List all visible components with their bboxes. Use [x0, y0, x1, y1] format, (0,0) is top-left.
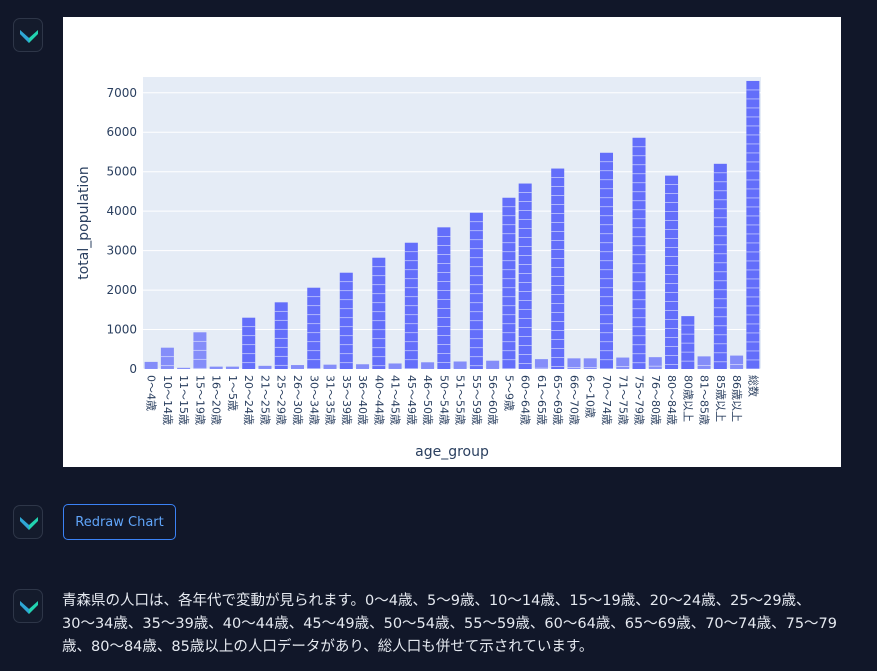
bar — [144, 361, 158, 369]
x-tick-label: 30〜34歳 — [307, 375, 320, 425]
x-tick-label: 20〜24歳 — [242, 375, 255, 425]
bar — [616, 357, 630, 369]
x-tick-label: 0〜4歳 — [145, 375, 158, 411]
x-tick-label: 10〜14歳 — [161, 375, 174, 425]
x-tick-label: 85歳以上 — [714, 375, 727, 422]
x-tick-label: 26〜30歳 — [291, 375, 304, 425]
bar — [518, 183, 532, 369]
bar — [486, 360, 500, 369]
x-tick-label: 36〜40歳 — [356, 375, 369, 425]
bar — [469, 212, 483, 369]
x-tick-label: 55〜59歳 — [470, 375, 483, 425]
bar — [681, 316, 695, 369]
x-tick-label: 11〜15歳 — [177, 375, 190, 425]
x-tick-label: 81〜85歳 — [698, 375, 711, 425]
y-tick-label: 3000 — [106, 244, 137, 258]
x-tick-label: 15〜19歳 — [193, 375, 206, 425]
bar — [388, 363, 402, 369]
x-tick-label: 総数 — [746, 375, 760, 397]
x-tick-label: 56〜60歳 — [486, 375, 499, 425]
bar — [372, 257, 386, 369]
bar — [437, 227, 451, 369]
bar — [258, 365, 272, 369]
y-tick-label: 2000 — [106, 283, 137, 297]
bar — [697, 356, 711, 369]
x-tick-label: 5〜9歳 — [502, 375, 515, 411]
bar — [339, 272, 353, 369]
assistant-avatar — [13, 505, 43, 539]
bar — [225, 366, 239, 369]
x-tick-label: 71〜75歳 — [616, 375, 629, 425]
x-tick-label: 25〜29歳 — [275, 375, 288, 425]
check-logo-icon — [20, 517, 38, 530]
x-tick-label: 31〜35歳 — [324, 375, 337, 425]
x-tick-label: 60〜64歳 — [519, 375, 532, 425]
x-tick-label: 70〜74歳 — [600, 375, 613, 425]
bar — [665, 175, 679, 369]
x-tick-label: 76〜80歳 — [649, 375, 662, 425]
bar — [648, 357, 662, 369]
x-tick-label: 40〜44歳 — [372, 375, 385, 425]
x-tick-label: 80歳以上 — [681, 375, 694, 422]
x-tick-label: 61〜65歳 — [535, 375, 548, 425]
bar — [290, 365, 305, 369]
chart-card: 0 1000 2000 3000 4000 5000 6000 7000 0〜4歳 10〜14歳 1… — [63, 17, 841, 467]
bar — [242, 317, 256, 369]
bar — [323, 364, 337, 369]
bar — [632, 137, 646, 369]
x-tick-label: 86歳以上 — [730, 375, 743, 422]
x-tick-label: 6〜10歳 — [584, 375, 597, 418]
x-tick-label: 51〜55歳 — [454, 375, 467, 425]
bar — [730, 355, 744, 369]
x-tick-label: 35〜39歳 — [340, 375, 353, 425]
bar — [713, 163, 727, 369]
bar — [307, 287, 321, 369]
bar — [274, 302, 288, 369]
check-logo-icon — [20, 30, 38, 43]
assistant-message: 青森県の人口は、各年代で変動が見られます。0〜4歳、5〜9歳、10〜14歳、15… — [62, 593, 838, 655]
assistant-avatar — [13, 18, 43, 52]
x-tick-label: 50〜54歳 — [437, 375, 450, 425]
bar — [551, 168, 565, 369]
y-tick-label: 5000 — [106, 165, 137, 179]
x-tick-label: 46〜50歳 — [421, 375, 434, 425]
x-tick-label: 66〜70歳 — [567, 375, 580, 425]
bar — [453, 361, 467, 369]
redraw-chart-button[interactable]: Redraw Chart — [63, 504, 176, 540]
bar — [534, 359, 548, 369]
x-tick-label: 75〜79歳 — [633, 375, 646, 425]
y-tick-label: 7000 — [106, 86, 137, 100]
x-tick-label: 41〜45歳 — [389, 375, 402, 425]
bar — [502, 197, 516, 369]
y-tick-label: 6000 — [106, 125, 137, 139]
bar — [160, 347, 174, 369]
bar — [421, 362, 435, 369]
bar — [567, 358, 581, 369]
x-axis-title: age_group — [415, 444, 489, 460]
bar — [356, 364, 370, 369]
bar — [583, 358, 597, 369]
y-tick-label: 1000 — [106, 323, 137, 337]
bar — [209, 366, 223, 369]
y-tick-label: 0 — [129, 362, 137, 376]
x-tick-label: 80〜84歳 — [665, 375, 678, 425]
check-logo-icon — [20, 601, 38, 614]
bar — [177, 367, 191, 369]
y-tick-label: 4000 — [106, 204, 137, 218]
y-axis-title: total_population — [76, 166, 92, 280]
x-tick-label: 1〜5歳 — [226, 375, 239, 411]
x-tick-label: 16〜20歳 — [210, 375, 223, 425]
x-tick-label: 45〜49歳 — [405, 375, 418, 425]
x-tick-label: 65〜69歳 — [551, 375, 564, 425]
assistant-avatar — [13, 589, 43, 623]
x-tick-label: 21〜25歳 — [258, 375, 271, 425]
